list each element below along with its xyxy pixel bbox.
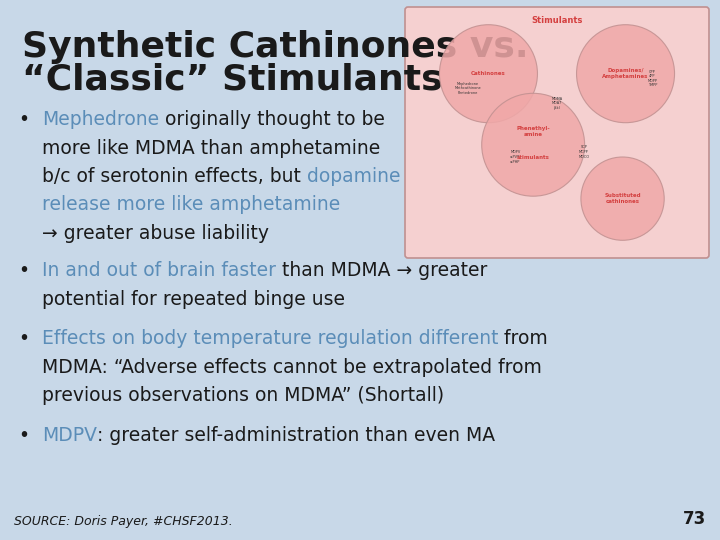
Text: → greater abuse liability: → greater abuse liability [42, 224, 269, 243]
Text: CPP
4PP
MDPP
TMPP: CPP 4PP MDPP TMPP [647, 70, 657, 87]
Text: 73: 73 [683, 510, 706, 528]
Circle shape [439, 25, 537, 123]
Text: •: • [18, 261, 29, 280]
Text: SCP
MCPP
MDCO: SCP MCPP MDCO [578, 145, 589, 159]
Text: Cathinones: Cathinones [471, 71, 506, 76]
Text: from: from [498, 329, 548, 348]
Text: previous observations on MDMA” (Shortall): previous observations on MDMA” (Shortall… [42, 387, 444, 406]
Text: Synthetic Cathinones vs.: Synthetic Cathinones vs. [22, 30, 528, 64]
Text: Mephedrone
Methcathinone
Pentedrone: Mephedrone Methcathinone Pentedrone [454, 82, 481, 95]
Text: release more like amphetamine: release more like amphetamine [42, 195, 341, 214]
Text: more like MDMA than amphetamine: more like MDMA than amphetamine [42, 138, 380, 158]
Text: •: • [18, 329, 29, 348]
Text: Stimulants: Stimulants [531, 16, 582, 25]
Text: stimulants: stimulants [517, 155, 549, 160]
Text: potential for repeated binge use: potential for repeated binge use [42, 289, 345, 308]
Text: b/c of serotonin effects, but: b/c of serotonin effects, but [42, 167, 307, 186]
Text: Mephedrone: Mephedrone [42, 110, 159, 129]
Text: MDMA: “Adverse effects cannot be extrapolated from: MDMA: “Adverse effects cannot be extrapo… [42, 358, 542, 377]
Text: Effects on body temperature regulation different: Effects on body temperature regulation d… [42, 329, 498, 348]
Text: •: • [18, 110, 29, 129]
Text: In and out of brain faster: In and out of brain faster [42, 261, 276, 280]
FancyBboxPatch shape [405, 7, 709, 258]
Text: originally thought to be: originally thought to be [159, 110, 385, 129]
Text: •: • [18, 427, 29, 446]
Text: MDPV: MDPV [42, 427, 97, 446]
Circle shape [482, 93, 585, 196]
Text: than MDMA → greater: than MDMA → greater [276, 261, 487, 280]
Text: Dopamines/
Amphetamines: Dopamines/ Amphetamines [603, 68, 649, 79]
Text: MDMA
MDA7
β-kl: MDMA MDA7 β-kl [552, 97, 562, 110]
Text: MDPV
α-PVT
α-PHP: MDPV α-PVT α-PHP [510, 151, 521, 164]
Text: Phenethyl-
amine: Phenethyl- amine [516, 126, 550, 137]
Text: SOURCE: Doris Payer, #CHSF2013.: SOURCE: Doris Payer, #CHSF2013. [14, 515, 233, 528]
Circle shape [577, 25, 675, 123]
Circle shape [581, 157, 665, 240]
Text: dopamine: dopamine [307, 167, 400, 186]
Text: “Classic” Stimulants: “Classic” Stimulants [22, 62, 443, 96]
Text: Substituted
cathinones: Substituted cathinones [604, 193, 641, 204]
Text: : greater self-administration than even MA: : greater self-administration than even … [97, 427, 495, 446]
